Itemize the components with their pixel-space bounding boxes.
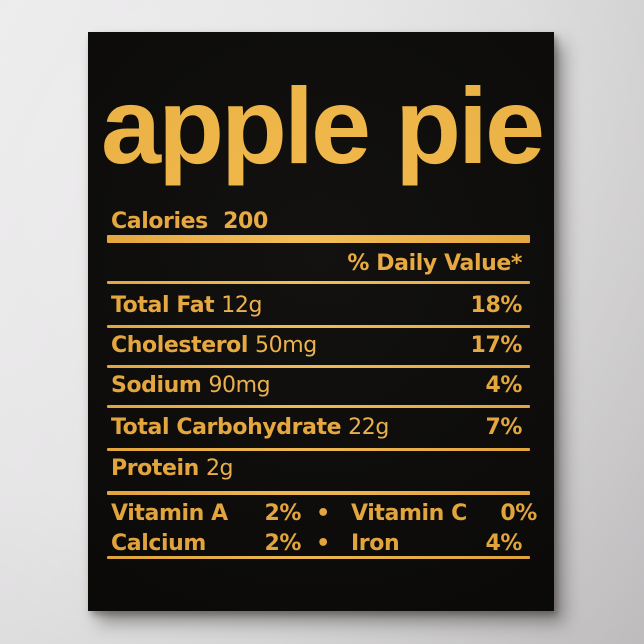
nutrient-name-amount: Cholesterol 50mg — [111, 335, 317, 357]
divider-bottom — [107, 556, 530, 559]
micronutrient-row-2: Calcium 2% • Iron 4% — [111, 533, 522, 555]
micronutrient-value: 2% — [264, 501, 301, 526]
nutrient-percent: 4% — [485, 373, 522, 398]
nutrient-label: Total Fat — [111, 293, 215, 318]
divider — [107, 365, 530, 368]
nutrient-name-amount: Sodium 90mg — [111, 373, 271, 398]
calories-line: Calories 200 — [111, 211, 522, 233]
micronutrient-value: 0% — [500, 501, 537, 526]
micronutrient-label: Vitamin C — [351, 501, 467, 526]
daily-value-header: % Daily Value* — [347, 251, 522, 276]
micronutrient-label: Calcium — [111, 531, 206, 556]
nutrient-label: Cholesterol — [111, 333, 249, 358]
calories-value: 200 — [223, 209, 268, 234]
micronutrient-value: 4% — [485, 531, 522, 556]
nutrient-name-amount: Total Fat 12g — [111, 295, 262, 317]
nutrient-label: Total Carbohydrate — [111, 415, 342, 440]
nutrition-poster: apple pie Calories 200 % Daily Value* To… — [88, 32, 554, 611]
micronutrient-value: 2% — [264, 531, 301, 556]
divider-thick — [107, 235, 530, 243]
nutrient-amount: 22g — [348, 415, 389, 440]
poster-title: apple pie — [101, 65, 545, 186]
nutrient-name-amount: Protein 2g — [111, 456, 234, 481]
micronutrient-label: Iron — [351, 531, 400, 556]
micronutrient-row-1: Vitamin A 2% • Vitamin C 0% — [111, 501, 537, 526]
nutrient-percent: 7% — [485, 415, 522, 440]
nutrient-row-cholesterol: Cholesterol 50mg 17% — [111, 335, 522, 357]
nutrient-amount: 12g — [221, 293, 263, 318]
bullet-separator: • — [316, 531, 330, 556]
nutrient-amount: 50mg — [255, 333, 317, 358]
nutrient-percent: 18% — [470, 293, 523, 318]
nutrient-label: Sodium — [111, 373, 202, 398]
divider — [107, 281, 530, 284]
calories-label: Calories — [111, 209, 208, 234]
nutrient-row-carbohydrate: Total Carbohydrate 22g 7% — [111, 417, 522, 439]
divider-medium — [107, 491, 530, 495]
nutrient-row-sodium: Sodium 90mg 4% — [111, 375, 522, 397]
nutrient-row-protein: Protein 2g — [111, 458, 522, 480]
divider — [107, 325, 530, 328]
nutrient-amount: 2g — [205, 456, 234, 481]
micronutrient-label: Vitamin A — [111, 501, 228, 526]
nutrient-percent: 17% — [470, 333, 523, 358]
nutrient-name-amount: Total Carbohydrate 22g — [111, 417, 389, 439]
bullet-separator: • — [316, 501, 330, 526]
nutrient-label: Protein — [111, 456, 199, 481]
nutrient-row-total-fat: Total Fat 12g 18% — [111, 295, 522, 317]
nutrient-amount: 90mg — [208, 373, 271, 398]
divider — [107, 448, 530, 451]
divider — [107, 405, 530, 408]
